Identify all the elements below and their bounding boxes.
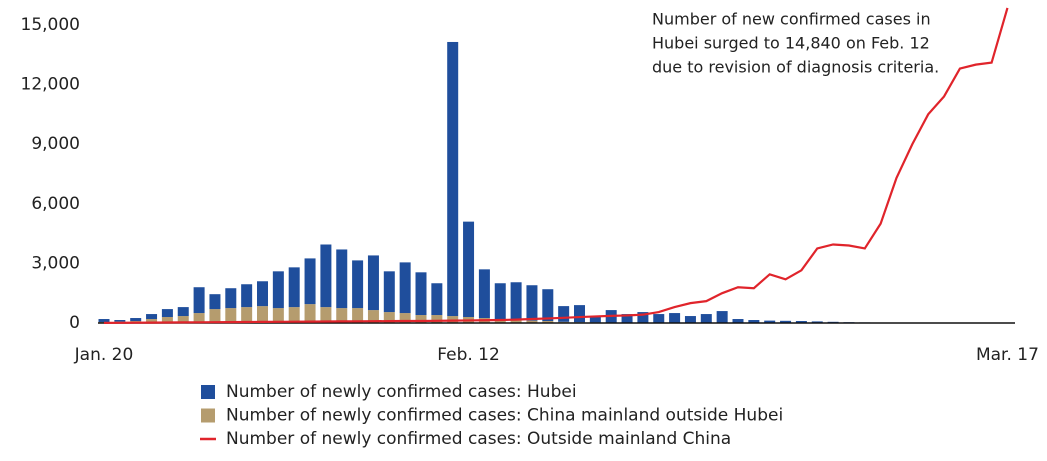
x-tick-label: Mar. 17 <box>976 345 1039 365</box>
bar <box>177 316 189 323</box>
bar <box>526 285 538 321</box>
bar <box>257 306 268 323</box>
legend-label: Number of newly confirmed cases: China m… <box>226 406 783 426</box>
bar <box>700 314 712 323</box>
bar <box>367 310 379 323</box>
bar <box>161 309 173 318</box>
bar <box>463 221 475 318</box>
bar <box>558 306 570 322</box>
bar <box>177 307 189 317</box>
bar <box>225 308 237 323</box>
annotation: Hubei surged to 14,840 on Feb. 12 <box>652 34 930 53</box>
bar <box>795 321 807 323</box>
bar <box>336 308 348 323</box>
bar <box>510 320 522 323</box>
y-tick-label: 3,000 <box>31 253 80 273</box>
y-tick-label: 9,000 <box>31 134 80 154</box>
legend-label: Number of newly confirmed cases: Outside… <box>226 429 731 449</box>
bar <box>637 312 649 323</box>
annotation: Number of new confirmed cases in <box>652 10 931 29</box>
bar <box>589 316 601 323</box>
annotation: due to revision of diagnosis criteria. <box>652 58 939 77</box>
bar <box>811 321 823 323</box>
bar <box>193 287 205 314</box>
y-tick-label: 0 <box>69 313 80 333</box>
bar <box>352 308 364 323</box>
bar <box>193 313 205 323</box>
bar <box>510 282 522 321</box>
line <box>103 7 1009 325</box>
bar <box>478 269 490 319</box>
legend-label: Number of newly confirmed cases: Hubei <box>226 382 577 402</box>
bar <box>383 271 395 313</box>
bar <box>98 319 110 323</box>
bar <box>764 320 776 323</box>
bar <box>732 319 744 323</box>
bar <box>146 319 158 323</box>
bar <box>780 320 792 323</box>
y-tick-label: 6,000 <box>31 194 80 214</box>
x-tick-label: Feb. 12 <box>437 345 500 365</box>
bar <box>399 313 411 323</box>
bar <box>415 315 427 323</box>
bar <box>574 305 585 323</box>
bar <box>542 289 554 322</box>
bar <box>447 41 459 317</box>
bar <box>209 309 221 323</box>
bar <box>241 284 253 308</box>
bar <box>352 260 364 309</box>
bar <box>320 307 332 323</box>
bar <box>415 272 427 316</box>
bar <box>367 255 379 311</box>
bar <box>130 318 142 322</box>
legend-swatch <box>201 408 215 423</box>
bar <box>114 320 126 322</box>
bar <box>383 312 395 323</box>
y-tick-label: 12,000 <box>21 75 80 95</box>
bar <box>304 304 316 323</box>
legend-swatch <box>201 385 215 399</box>
bar <box>526 320 538 323</box>
bar <box>272 308 284 323</box>
bar <box>399 262 411 314</box>
bar <box>288 267 300 308</box>
bar <box>431 283 443 316</box>
bar <box>684 316 696 323</box>
bar <box>336 249 348 309</box>
bar <box>669 313 681 323</box>
bar <box>209 294 221 310</box>
bar <box>621 314 633 323</box>
bar <box>542 321 554 323</box>
x-tick-label: Jan. 20 <box>74 345 134 365</box>
bar <box>288 307 300 323</box>
bar <box>716 311 728 323</box>
bar <box>225 288 237 309</box>
bar <box>161 317 173 323</box>
bar <box>146 314 158 320</box>
bar <box>748 320 760 323</box>
bar <box>257 281 268 307</box>
y-tick-label: 15,000 <box>21 15 80 35</box>
bar <box>494 283 506 320</box>
bar <box>304 258 316 305</box>
bar <box>241 307 253 323</box>
bar <box>272 271 284 309</box>
bar <box>320 244 332 308</box>
bar <box>653 314 665 323</box>
bar <box>431 315 443 323</box>
